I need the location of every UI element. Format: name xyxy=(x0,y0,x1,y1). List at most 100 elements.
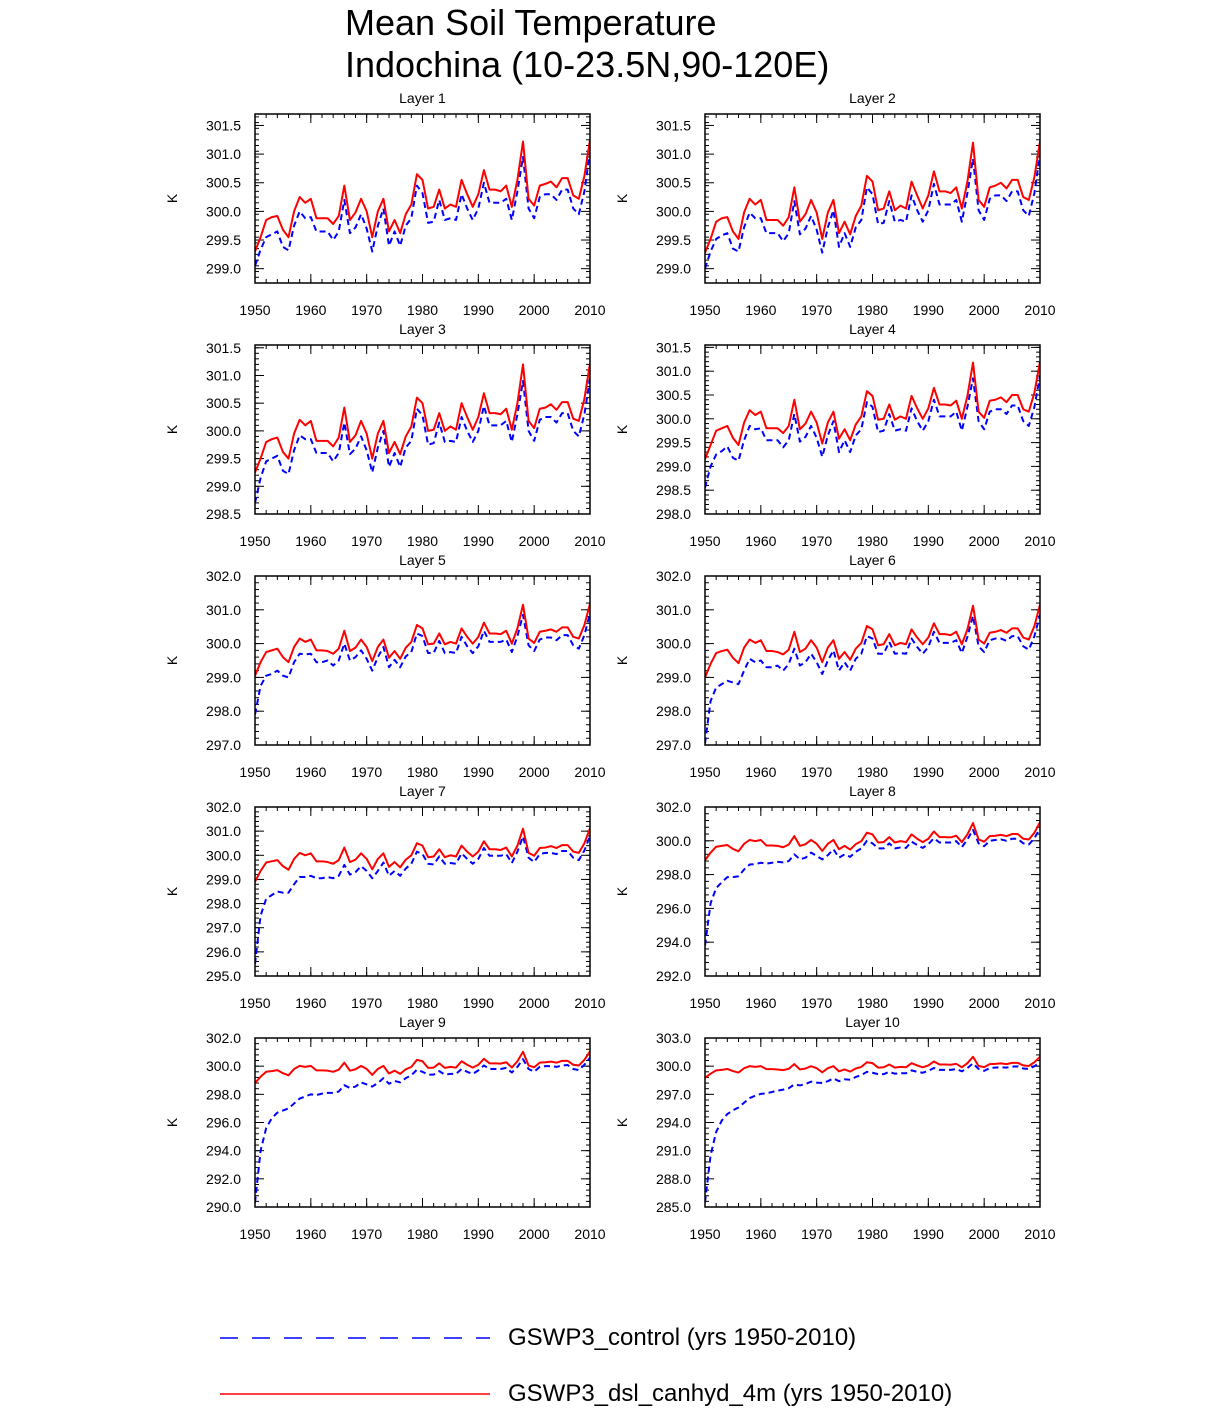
y-tick-label: 292.0 xyxy=(656,968,691,984)
y-tick-label: 299.0 xyxy=(206,669,241,685)
panel-title: Layer 2 xyxy=(849,90,896,106)
y-tick-label: 299.0 xyxy=(656,669,691,685)
x-tick-label: 1960 xyxy=(745,764,776,780)
legend-item-experiment: GSWP3_dsl_canhyd_4m (yrs 1950-2010) xyxy=(220,1374,952,1414)
plot-frame xyxy=(704,575,1041,746)
x-tick-label: 1990 xyxy=(463,995,494,1011)
chart-panel-1: Layer 1 K 1950 1960 1970 1980 1990 2000 2010 299.… xyxy=(164,90,606,318)
y-tick-label: 288.0 xyxy=(656,1171,691,1187)
x-tick-label: 1980 xyxy=(857,533,888,549)
page-title: Mean Soil Temperature xyxy=(345,2,717,43)
x-tick-label: 1960 xyxy=(295,995,326,1011)
x-tick-label: 1960 xyxy=(295,1226,326,1242)
legend-item-control: GSWP3_control (yrs 1950-2010) xyxy=(220,1318,856,1358)
plot-frame xyxy=(254,575,591,746)
x-tick-label: 1970 xyxy=(351,1226,382,1242)
series-line-control xyxy=(705,375,1040,489)
y-tick-label: 300.0 xyxy=(206,203,241,219)
x-tick-label: 1990 xyxy=(913,1226,944,1242)
y-tick-label: 290.0 xyxy=(206,1199,241,1215)
x-tick-label: 2010 xyxy=(574,302,605,318)
y-tick-label: 300.0 xyxy=(206,1058,241,1074)
series-line-experiment xyxy=(255,827,590,883)
y-axis-label: K xyxy=(164,886,180,896)
y-tick-label: 298.0 xyxy=(206,703,241,719)
x-tick-label: 1970 xyxy=(351,302,382,318)
x-tick-label: 1970 xyxy=(801,995,832,1011)
y-tick-label: 299.0 xyxy=(656,458,691,474)
plot-frame xyxy=(254,1037,591,1208)
y-tick-label: 292.0 xyxy=(206,1171,241,1187)
x-tick-label: 2000 xyxy=(519,1226,550,1242)
series-line-control xyxy=(705,827,1040,946)
y-tick-label: 300.5 xyxy=(656,387,691,403)
series-line-experiment xyxy=(705,821,1040,861)
x-tick-label: 1950 xyxy=(239,995,270,1011)
y-tick-label: 299.0 xyxy=(206,261,241,277)
plot-frame xyxy=(254,113,591,284)
y-tick-label: 300.5 xyxy=(206,395,241,411)
x-tick-label: 1970 xyxy=(351,533,382,549)
y-tick-label: 301.0 xyxy=(206,367,241,383)
y-tick-label: 302.0 xyxy=(656,568,691,584)
plot-frame xyxy=(704,344,1041,515)
y-tick-label: 300.0 xyxy=(206,423,241,439)
series-line-control xyxy=(255,612,590,715)
y-axis-label: K xyxy=(614,193,630,203)
x-tick-label: 1960 xyxy=(295,533,326,549)
y-tick-label: 300.0 xyxy=(206,847,241,863)
x-tick-label: 1950 xyxy=(689,764,720,780)
x-tick-label: 1970 xyxy=(801,1226,832,1242)
y-tick-label: 298.0 xyxy=(206,1086,241,1102)
y-axis-label: K xyxy=(164,1117,180,1127)
x-tick-label: 1950 xyxy=(239,302,270,318)
series-line-experiment xyxy=(705,361,1040,460)
x-tick-label: 2000 xyxy=(969,995,1000,1011)
x-tick-label: 1970 xyxy=(801,764,832,780)
y-tick-label: 300.5 xyxy=(206,175,241,191)
x-tick-label: 1960 xyxy=(745,995,776,1011)
chart-panel-9: Layer 9 K 1950 1960 1970 1980 1990 2000 2010 290.… xyxy=(164,1014,606,1242)
series-line-experiment xyxy=(255,1050,590,1084)
y-tick-label: 296.0 xyxy=(206,1115,241,1131)
chart-panel-5: Layer 5 K 1950 1960 1970 1980 1990 2000 2010 297.… xyxy=(164,552,606,780)
legend-label-control: GSWP3_control (yrs 1950-2010) xyxy=(508,1324,857,1351)
y-tick-label: 299.0 xyxy=(206,871,241,887)
y-tick-label: 303.0 xyxy=(656,1030,691,1046)
y-tick-label: 297.0 xyxy=(206,920,241,936)
series-line-experiment xyxy=(705,604,1040,678)
panel-title: Layer 8 xyxy=(849,783,896,799)
y-tick-label: 291.0 xyxy=(656,1143,691,1159)
x-tick-label: 1950 xyxy=(689,533,720,549)
series-line-control xyxy=(255,378,590,504)
x-tick-label: 2010 xyxy=(574,764,605,780)
x-tick-label: 1950 xyxy=(689,302,720,318)
x-tick-label: 1960 xyxy=(295,764,326,780)
x-tick-label: 1980 xyxy=(857,302,888,318)
y-tick-label: 301.0 xyxy=(206,602,241,618)
x-tick-label: 2010 xyxy=(1024,1226,1055,1242)
y-axis-label: K xyxy=(614,655,630,665)
x-tick-label: 1980 xyxy=(407,302,438,318)
series-line-control xyxy=(705,153,1040,269)
y-tick-label: 300.0 xyxy=(656,833,691,849)
x-tick-label: 1950 xyxy=(689,1226,720,1242)
x-tick-label: 1990 xyxy=(463,533,494,549)
y-tick-label: 300.0 xyxy=(656,1058,691,1074)
y-tick-label: 301.5 xyxy=(206,340,241,356)
y-tick-label: 302.0 xyxy=(206,799,241,815)
chart-panel-2: Layer 2 K 1950 1960 1970 1980 1990 2000 2010 299.… xyxy=(614,90,1056,318)
x-tick-label: 1970 xyxy=(801,533,832,549)
x-tick-label: 1980 xyxy=(857,764,888,780)
x-tick-label: 1950 xyxy=(239,1226,270,1242)
y-axis-label: K xyxy=(164,424,180,434)
x-tick-label: 2010 xyxy=(1024,302,1055,318)
series-line-experiment xyxy=(705,141,1040,254)
y-tick-label: 296.0 xyxy=(206,944,241,960)
x-tick-label: 2000 xyxy=(519,302,550,318)
series-line-control xyxy=(705,614,1040,744)
x-tick-label: 1970 xyxy=(801,302,832,318)
y-tick-label: 299.0 xyxy=(206,478,241,494)
y-axis-label: K xyxy=(614,424,630,434)
series-line-control xyxy=(255,1057,590,1203)
